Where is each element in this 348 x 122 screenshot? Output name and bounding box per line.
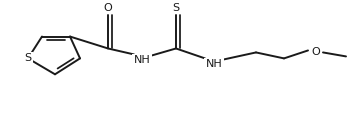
Text: S: S — [24, 53, 32, 63]
Text: O: O — [104, 3, 112, 13]
Text: O: O — [311, 47, 321, 57]
Text: NH: NH — [134, 55, 150, 65]
Text: S: S — [173, 3, 180, 13]
Text: NH: NH — [206, 59, 222, 69]
